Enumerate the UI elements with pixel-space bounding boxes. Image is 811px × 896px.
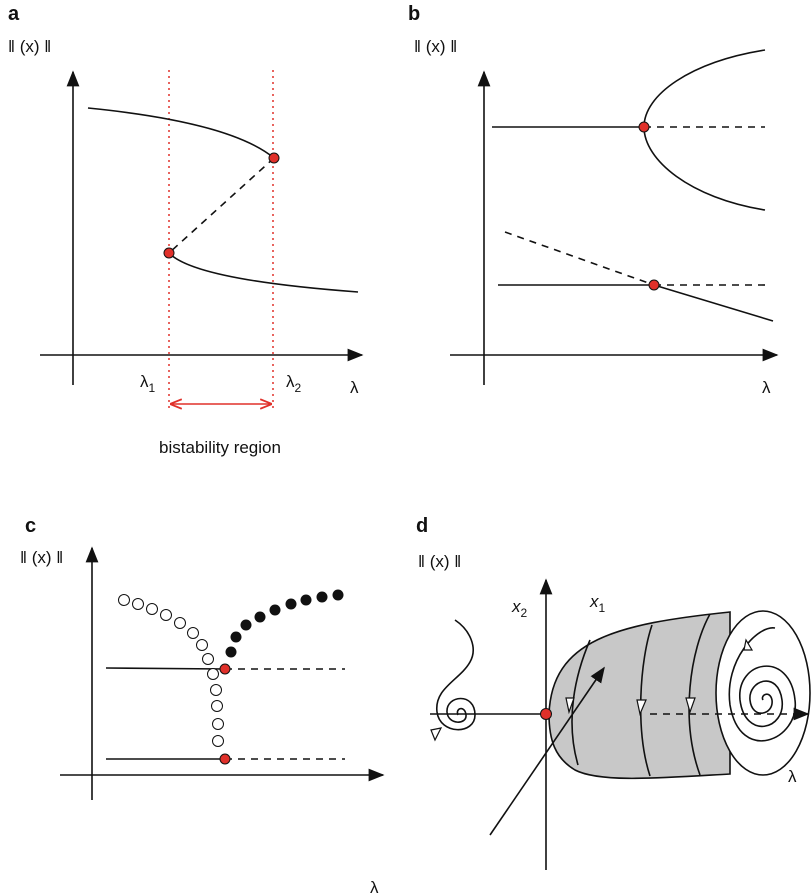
stable-branch — [87, 107, 275, 159]
subscript: 2 — [521, 606, 528, 620]
bifurcation-point — [648, 279, 660, 291]
x-label: λ — [350, 378, 359, 397]
bifurcation-point — [219, 753, 231, 765]
subscript: 2 — [295, 381, 302, 395]
stable-cycles — [225, 589, 344, 658]
marker-label: λ1 — [140, 372, 156, 395]
y-label: ‖ (x) ‖ — [8, 37, 51, 56]
y-label: ‖ (x) ‖ — [414, 37, 457, 56]
x1-axis — [489, 666, 605, 836]
subscript: 1 — [149, 381, 156, 395]
unstable-branch — [504, 231, 655, 286]
bifurcation-point — [268, 152, 280, 164]
bifurcation-point — [219, 663, 231, 675]
symbol: x — [589, 592, 599, 611]
orbit — [688, 613, 711, 776]
panel-a: a ‖ (x) ‖ λ1 λ2 λ bistability region — [8, 3, 364, 457]
subscript: 1 — [599, 601, 606, 615]
unstable-branch — [168, 157, 275, 254]
symbol: λ — [286, 372, 295, 391]
x-label: λ — [370, 878, 379, 896]
y-label: ‖ (x) ‖ — [418, 552, 461, 571]
bifurcation-point — [163, 247, 175, 259]
stable-branch — [168, 252, 359, 293]
symbol: λ — [140, 372, 149, 391]
stable-branch — [105, 667, 226, 670]
panel-d: d ‖ (x) ‖ x2 x1 λ — [416, 515, 811, 870]
panel-letter: b — [408, 3, 420, 25]
panel-b: b ‖ (x) ‖ λ — [408, 3, 779, 397]
x-label: λ — [762, 378, 771, 397]
y-label: ‖ (x) ‖ — [20, 548, 63, 567]
panel-c: c ‖ (x) ‖ λ — [20, 515, 385, 896]
bifurcation-point — [540, 708, 552, 720]
pitchfork-branch — [643, 49, 766, 211]
bifurcation-point — [638, 121, 650, 133]
orbit — [639, 624, 653, 777]
axis-label: x1 — [589, 592, 606, 615]
stable-branch — [653, 284, 774, 322]
symbol: x — [511, 597, 521, 616]
cylinder — [548, 611, 731, 780]
region-label: bistability region — [159, 438, 281, 457]
cylinder-cap — [715, 610, 811, 776]
panel-letter: d — [416, 515, 428, 537]
spiral — [436, 619, 476, 731]
flow-arrows — [430, 638, 754, 742]
panel-letter: c — [25, 515, 36, 537]
marker-label: λ2 — [286, 372, 302, 395]
axis-label: x2 — [511, 597, 528, 620]
unstable-cycles — [118, 594, 224, 747]
panel-letter: a — [8, 3, 20, 25]
x-label: λ — [788, 767, 797, 786]
